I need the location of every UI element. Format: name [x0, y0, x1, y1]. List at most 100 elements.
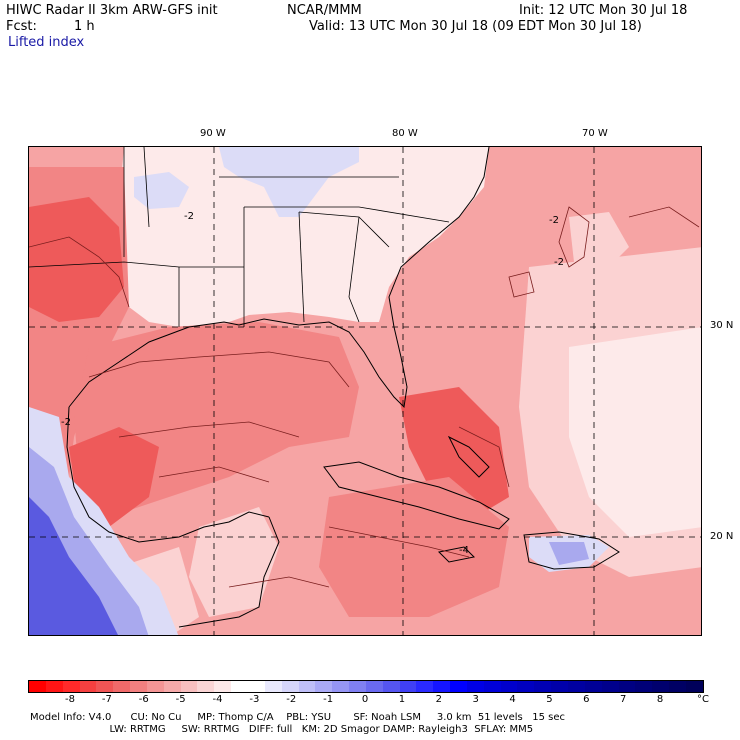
- graticule: [29, 147, 701, 635]
- contour-label-group: -2 -2 -2 -2 -4: [61, 211, 564, 556]
- texas-deep-warm: [29, 197, 124, 322]
- atlantic-lightest-core: [569, 327, 701, 537]
- color-scale-cell: [79, 681, 97, 692]
- lat-label-20n: 20 N: [710, 531, 734, 542]
- hispaniola-outline: [523, 531, 620, 570]
- mexico-cool-deep: [29, 497, 118, 635]
- contour-label: -2: [549, 215, 559, 226]
- mexico-coastline: [66, 406, 270, 543]
- color-scale-cell: [551, 681, 568, 692]
- lon-label-90w: 90 W: [200, 128, 226, 139]
- bahamas-deep-warm: [399, 387, 509, 527]
- color-scale-cell: [247, 681, 265, 692]
- color-scale-cell: [298, 681, 316, 692]
- caribbean-warm-region: [319, 477, 509, 617]
- color-scale-cell: [618, 681, 636, 692]
- org-label: NCAR/MMM: [287, 3, 362, 18]
- color-scale-cell: [433, 681, 451, 692]
- color-scale-cell: [264, 681, 282, 692]
- map-canvas: -2 -2 -2 -2 -4: [29, 147, 701, 635]
- yucatan-pale-region: [189, 507, 279, 617]
- contour-label: -2: [554, 257, 564, 268]
- lon-label-80w: 80 W: [392, 128, 418, 139]
- forecast-label: Fcst:: [6, 19, 37, 34]
- color-scale-cell: [652, 681, 670, 692]
- color-scale-cell: [635, 681, 653, 692]
- color-scale-cell: [163, 681, 181, 692]
- color-scale-cell: [483, 681, 501, 692]
- field-name: Lifted index: [8, 35, 85, 50]
- model-info-line-2: LW: RRTMG SW: RRTMG DIFF: full KM: 2D Sm…: [30, 724, 534, 735]
- lat-label-30n: 30 N: [710, 320, 734, 331]
- contour-label: -2: [184, 211, 194, 222]
- color-scale-cell: [214, 681, 232, 692]
- color-scale-tick: 5: [546, 694, 553, 705]
- cool-patch-appalachian: [219, 147, 359, 217]
- color-scale-cell: [584, 681, 602, 692]
- color-scale-tick: 3: [472, 694, 479, 705]
- color-scale-cell: [332, 681, 350, 692]
- color-scale-tick: 0: [361, 694, 369, 705]
- color-scale-tick: -2: [286, 694, 297, 705]
- us-land-pale-region: [119, 147, 489, 327]
- bahamas-outline: [447, 435, 490, 478]
- color-scale-tick: 1: [398, 694, 406, 705]
- color-scale-cell: [281, 681, 299, 692]
- hispaniola-cool-mid: [549, 542, 589, 565]
- color-scale-cell: [500, 681, 518, 692]
- color-scale-cell: [62, 681, 80, 692]
- color-scale-cell: [45, 681, 63, 692]
- coastline-group: [66, 147, 620, 628]
- jamaica-outline: [437, 546, 476, 563]
- model-title: HIWC Radar II 3km ARW-GFS init: [6, 3, 218, 18]
- color-scale-tick: 4: [509, 694, 516, 705]
- cool-patch-missouri: [134, 172, 189, 209]
- contour-label: -2: [61, 417, 71, 428]
- color-scale-tick: -4: [212, 694, 223, 705]
- init-time: Init: 12 UTC Mon 30 Jul 18: [519, 3, 688, 18]
- color-scale-cell: [568, 681, 585, 692]
- color-scale-ticks: -8 -7 -6 -5 -4 -3 -2 -1 0 1 2 3 4 5 6 7 8: [28, 694, 702, 708]
- cuba-outline: [323, 461, 510, 530]
- color-scale-cell: [416, 681, 434, 692]
- contour-lines: [29, 206, 700, 588]
- color-scale-cell: [669, 681, 686, 692]
- color-scale-cell: [517, 681, 535, 692]
- color-scale-cell: [231, 681, 248, 692]
- contour-label: -4: [459, 545, 469, 556]
- lon-label-70w: 70 W: [582, 128, 608, 139]
- color-scale-tick: -1: [323, 694, 334, 705]
- color-scale-tick: -8: [65, 694, 75, 705]
- color-scale-cell: [365, 681, 383, 692]
- color-scale-cell: [399, 681, 417, 692]
- valid-time: Valid: 13 UTC Mon 30 Jul 18 (09 EDT Mon …: [309, 19, 642, 34]
- color-scale-cell: [130, 681, 147, 692]
- color-scale-tick: 6: [583, 694, 590, 705]
- color-scale-tick: -3: [249, 694, 260, 705]
- unit-label: °C: [697, 694, 709, 705]
- state-borders: [29, 147, 450, 327]
- color-scale-cell: [96, 681, 114, 692]
- color-scale-tick: -6: [138, 694, 149, 705]
- yucatan-coastline: [178, 516, 280, 628]
- atlantic-pale-north: [569, 212, 629, 267]
- color-scale-cell: [146, 681, 164, 692]
- color-scale-tick: -7: [101, 694, 112, 705]
- model-info-line-1: Model Info: V4.0 CU: No Cu MP: Thomp C/A…: [30, 712, 566, 723]
- color-scale-cell: [382, 681, 400, 692]
- color-scale-cell: [466, 681, 484, 692]
- color-scale-tick: 2: [435, 694, 442, 705]
- color-scale-tick: 8: [656, 694, 664, 705]
- color-scale-cell: [113, 681, 131, 692]
- color-scale-cell: [29, 681, 46, 692]
- color-scale-cell: [601, 681, 619, 692]
- color-scale-cell: [349, 681, 366, 692]
- forecast-hour: 1 h: [74, 19, 95, 34]
- color-scale-cell: [197, 681, 215, 692]
- color-scale-tick: -5: [175, 694, 186, 705]
- color-scale-cell: [534, 681, 552, 692]
- color-scale-cell: [180, 681, 198, 692]
- lifted-index-map: -2 -2 -2 -2 -4: [28, 146, 702, 636]
- color-scale-bar: [28, 680, 704, 693]
- color-scale-cell: [685, 681, 703, 692]
